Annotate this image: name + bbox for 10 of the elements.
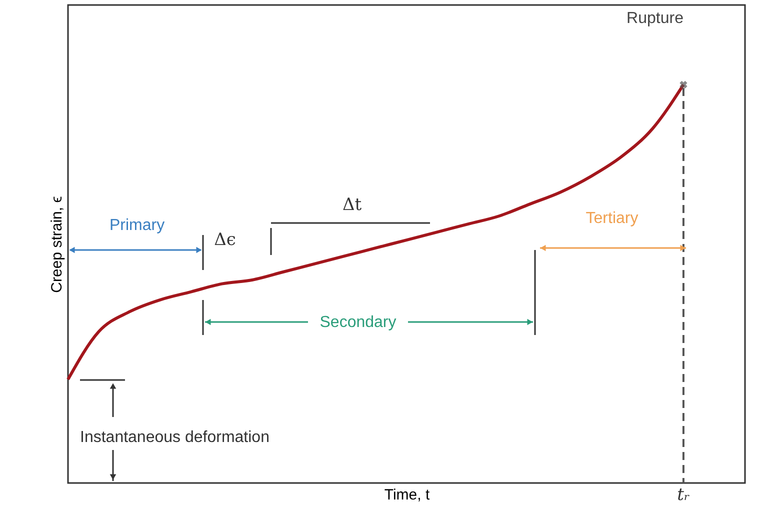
annotation: Instantaneous deformation xyxy=(80,429,270,446)
text: tᵣ xyxy=(677,485,690,505)
annotation: Tertiary xyxy=(586,210,638,227)
x-axis-title: Time, t xyxy=(384,486,430,504)
y-axis-title: Creep strain, ϵ xyxy=(48,196,66,293)
annotation: Secondary xyxy=(320,314,396,331)
text: Rupture xyxy=(626,10,684,27)
annotation: Primary xyxy=(109,217,165,234)
annotation: Δϵ xyxy=(214,230,236,250)
annotation: Δt xyxy=(342,195,362,215)
